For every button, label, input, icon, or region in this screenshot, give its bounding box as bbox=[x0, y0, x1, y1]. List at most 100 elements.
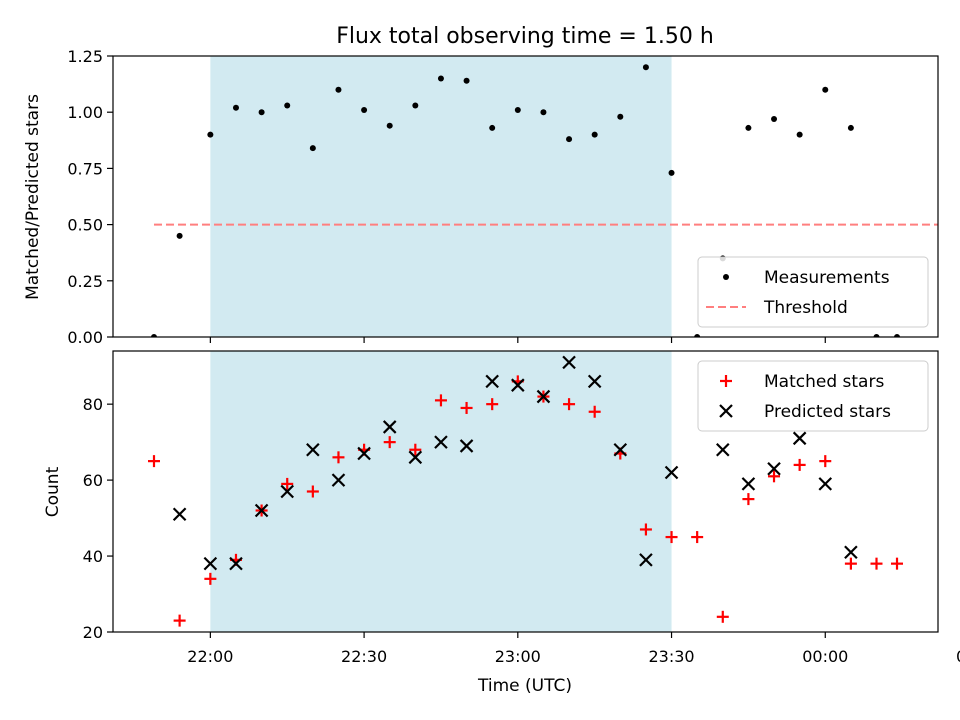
matched-stars-point bbox=[563, 398, 576, 411]
measurement-point bbox=[412, 102, 419, 109]
y-tick-label: 1.00 bbox=[67, 103, 103, 122]
legend-label: Matched stars bbox=[764, 372, 884, 392]
matched-stars-point bbox=[147, 455, 160, 468]
measurement-point bbox=[150, 334, 157, 337]
x-tick-label: 22:00 bbox=[187, 647, 233, 666]
chart-title: Flux total observing time = 1.50 h bbox=[336, 24, 714, 49]
measurement-point bbox=[207, 131, 214, 138]
measurement-point bbox=[955, 334, 960, 340]
predicted-stars-point bbox=[408, 450, 423, 465]
measurement-point bbox=[540, 109, 547, 116]
measurement-point bbox=[617, 113, 624, 120]
count-y-axis-label: Count bbox=[43, 466, 63, 517]
predicted-stars-point bbox=[280, 484, 295, 499]
measurement-point bbox=[566, 136, 573, 143]
measurement-point bbox=[745, 124, 752, 131]
y-tick-label: 0.25 bbox=[67, 272, 103, 291]
predicted-stars-point bbox=[306, 442, 320, 457]
measurement-point bbox=[284, 102, 291, 109]
legend-dot-icon bbox=[723, 274, 729, 280]
matched-stars-point bbox=[768, 470, 781, 483]
measurement-point bbox=[309, 145, 316, 152]
legend-x-icon bbox=[719, 404, 733, 418]
measurement-point bbox=[176, 232, 183, 239]
matched-stars-point bbox=[639, 523, 652, 536]
measurement-point bbox=[437, 75, 444, 82]
ratio-plot-frame bbox=[112, 55, 939, 338]
matched-stars-point bbox=[952, 558, 960, 570]
x-axis-label: Time (UTC) bbox=[477, 676, 572, 696]
predicted-stars-point bbox=[203, 556, 218, 571]
matched-stars-point bbox=[716, 610, 729, 623]
y-tick-label: 80 bbox=[83, 395, 103, 414]
predicted-stars-point bbox=[639, 553, 653, 567]
predicted-stars-point bbox=[716, 442, 730, 457]
y-tick-label: 1.25 bbox=[67, 47, 103, 66]
predicted-stars-point bbox=[818, 477, 833, 491]
predicted-stars-point bbox=[172, 507, 187, 522]
matched-stars-point bbox=[588, 405, 601, 418]
matched-stars-point bbox=[819, 455, 832, 468]
predicted-stars-point bbox=[767, 461, 781, 476]
predicted-stars-point bbox=[331, 473, 346, 487]
measurement-point bbox=[489, 124, 496, 131]
measurement-point bbox=[668, 169, 675, 176]
matched-stars-point bbox=[486, 398, 499, 411]
matched-stars-point bbox=[409, 443, 422, 456]
matched-stars-point bbox=[793, 458, 806, 471]
measurement-point bbox=[335, 86, 342, 93]
matched-stars-point bbox=[870, 557, 883, 570]
y-tick-label: 0.00 bbox=[67, 328, 103, 347]
count-legend: Matched stars Predicted stars bbox=[697, 360, 929, 432]
observing-window-span bbox=[210, 351, 672, 632]
predicted-stars-point bbox=[536, 389, 551, 404]
matched-stars-point bbox=[891, 557, 904, 570]
measurement-point bbox=[463, 77, 470, 84]
measurement-point bbox=[771, 115, 778, 122]
predicted-stars-point bbox=[562, 355, 576, 370]
legend-plus-icon bbox=[720, 375, 732, 387]
predicted-stars-point bbox=[434, 435, 448, 449]
x-tick-label: 23:00 bbox=[495, 647, 541, 666]
measurement-point bbox=[232, 104, 239, 111]
predicted-stars-point bbox=[229, 556, 243, 571]
matched-stars-point bbox=[204, 572, 217, 585]
predicted-stars-point bbox=[459, 439, 474, 453]
measurement-point bbox=[361, 106, 368, 113]
legend-label: Threshold bbox=[763, 298, 848, 318]
y-tick-label: 40 bbox=[83, 547, 103, 566]
matched-stars-point bbox=[844, 557, 857, 570]
predicted-stars-point bbox=[664, 465, 679, 480]
matched-stars-point bbox=[742, 493, 755, 506]
count-plot-frame bbox=[112, 350, 939, 633]
ratio-legend: Measurements Threshold bbox=[697, 256, 929, 328]
x-tick-label: 00:30 bbox=[956, 647, 960, 666]
y-tick-label: 60 bbox=[83, 471, 103, 490]
legend-box bbox=[697, 256, 929, 328]
predicted-stars-point bbox=[254, 503, 269, 518]
measurement-point bbox=[386, 122, 393, 129]
matched-stars-point bbox=[383, 436, 396, 449]
y-tick-label: 20 bbox=[83, 623, 103, 642]
observing-window-span bbox=[210, 56, 672, 337]
measurement-point bbox=[591, 131, 598, 138]
predicted-stars-point bbox=[792, 431, 807, 446]
predicted-stars-point bbox=[844, 545, 858, 560]
predicted-stars-point bbox=[587, 374, 602, 389]
legend-label: Measurements bbox=[764, 268, 890, 288]
measurement-point bbox=[258, 109, 265, 116]
predicted-stars-point bbox=[357, 446, 371, 461]
predicted-stars-point bbox=[511, 378, 525, 392]
y-tick-label: 0.50 bbox=[67, 216, 103, 235]
matched-stars-point bbox=[665, 531, 678, 544]
x-tick-label: 22:30 bbox=[341, 647, 387, 666]
x-tick-label: 23:30 bbox=[648, 647, 694, 666]
legend-label: Predicted stars bbox=[764, 402, 891, 422]
matched-stars-point bbox=[691, 531, 704, 544]
x-tick-label: 00:00 bbox=[802, 647, 848, 666]
measurement-point bbox=[822, 86, 829, 93]
measurement-point bbox=[873, 334, 880, 337]
measurement-point bbox=[514, 106, 521, 113]
